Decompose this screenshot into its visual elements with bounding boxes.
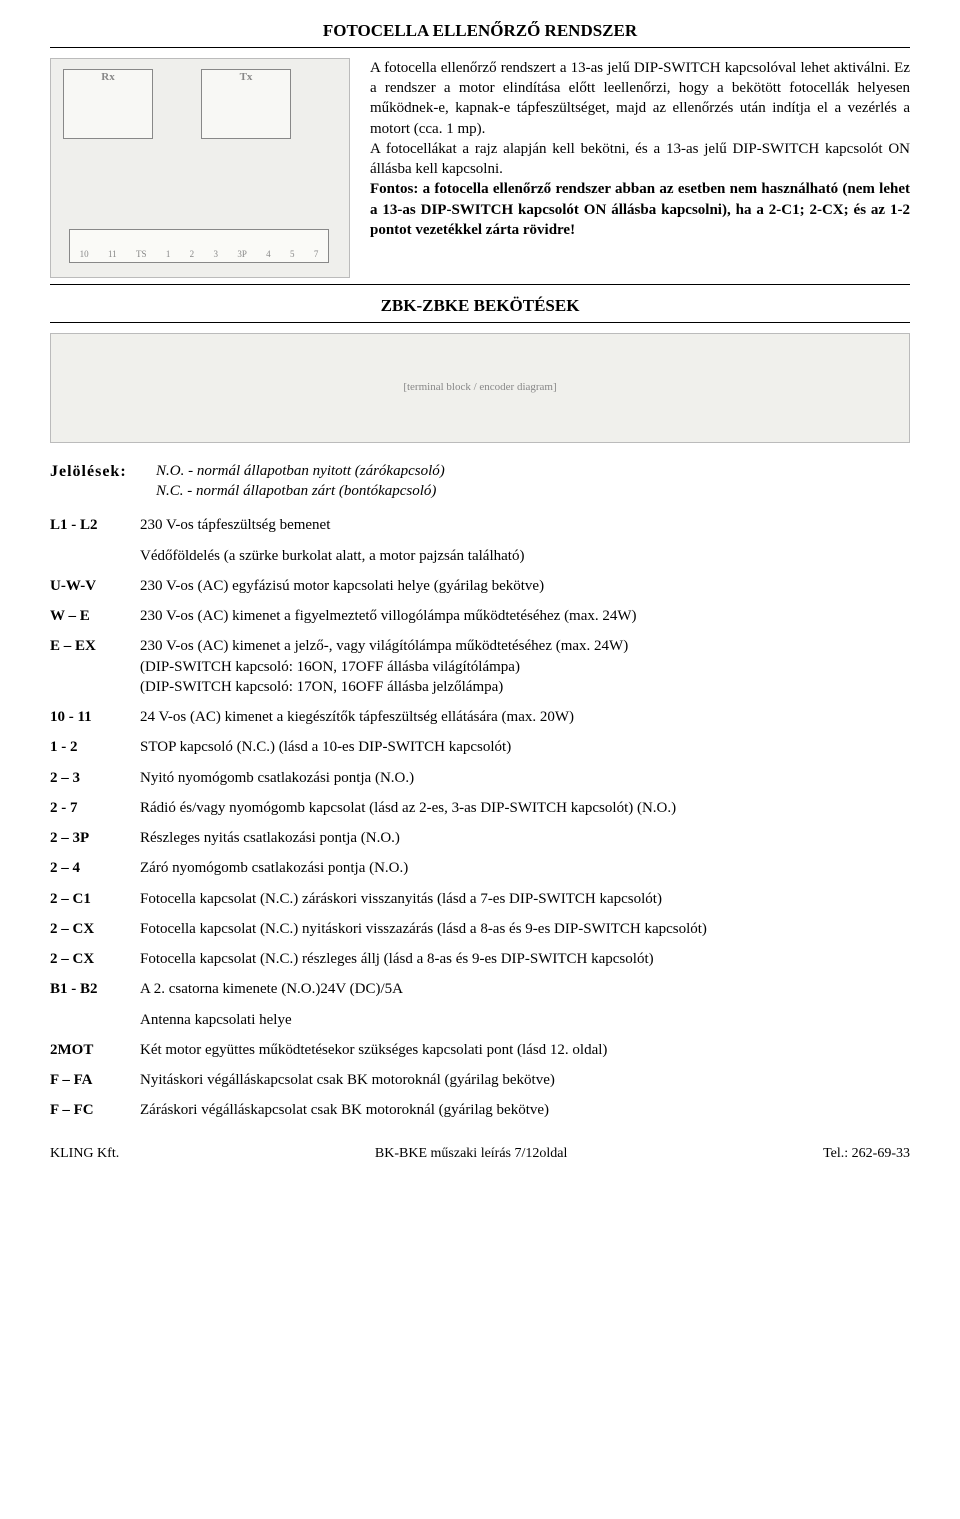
wiring-diagram-image: Rx Tx 10 11 TS 1 2 3 3P 4 5 7 <box>50 58 350 278</box>
connection-desc: Záró nyomógomb csatlakozási pontja (N.O.… <box>140 858 910 878</box>
term-label: 2 <box>190 248 195 260</box>
connection-label: B1 - B2 <box>50 979 120 999</box>
connection-row: 2 - 7 Rádió és/vagy nyomógomb kapcsolat (… <box>50 798 910 818</box>
terminal-block-image: [terminal block / encoder diagram] <box>50 333 910 443</box>
connection-label: F – FC <box>50 1100 120 1120</box>
connection-label: 2 - 7 <box>50 798 120 818</box>
legend-nc: N.C. - normál állapotban zárt (bontókapc… <box>156 483 436 499</box>
connection-label: 2MOT <box>50 1040 120 1060</box>
connection-desc: 230 V-os (AC) kimenet a jelző-, vagy vil… <box>140 636 910 697</box>
connection-label: 10 - 11 <box>50 707 120 727</box>
connection-label: 1 - 2 <box>50 737 120 757</box>
connection-desc: Rádió és/vagy nyomógomb kapcsolat (lásd … <box>140 798 910 818</box>
connection-label: L1 - L2 <box>50 515 120 535</box>
term-label: 10 <box>80 248 89 260</box>
connection-row: 2 – CX Fotocella kapcsolat (N.C.) részleg… <box>50 949 910 969</box>
term-label: 3 <box>213 248 218 260</box>
connection-row: Antenna kapcsolati helye <box>50 1010 910 1030</box>
rx-box: Rx <box>63 69 153 139</box>
connection-label: E – EX <box>50 636 120 697</box>
term-label: 1 <box>166 248 171 260</box>
term-label: TS <box>136 248 147 260</box>
connection-row: W – E 230 V-os (AC) kimenet a figyelmezte… <box>50 606 910 626</box>
terminal-row: 10 11 TS 1 2 3 3P 4 5 7 <box>69 229 329 263</box>
footer-left: KLING Kft. <box>50 1145 119 1164</box>
connection-desc: Nyitáskori végálláskapcsolat csak BK mot… <box>140 1070 910 1090</box>
photocell-description: A fotocella ellenőrző rendszert a 13-as … <box>370 58 910 240</box>
page-title-2: ZBK-ZBKE BEKÖTÉSEK <box>50 295 910 323</box>
connection-row: 10 - 11 24 V-os (AC) kimenet a kiegészítő… <box>50 707 910 727</box>
connection-desc: Védőföldelés (a szürke burkolat alatt, a… <box>140 546 910 566</box>
term-label: 5 <box>290 248 295 260</box>
connection-desc: 230 V-os tápfeszültség bemenet <box>140 515 910 535</box>
connection-label: F – FA <box>50 1070 120 1090</box>
connection-desc: Két motor együttes működtetésekor szüksé… <box>140 1040 910 1060</box>
connection-desc: 24 V-os (AC) kimenet a kiegészítők tápfe… <box>140 707 910 727</box>
connection-desc: Fotocella kapcsolat (N.C.) záráskori vis… <box>140 889 910 909</box>
term-label: 4 <box>266 248 271 260</box>
connection-label <box>50 546 120 566</box>
connection-row: 2 – 3P Részleges nyitás csatlakozási pont… <box>50 828 910 848</box>
connection-row: F – FA Nyitáskori végálláskapcsolat csak … <box>50 1070 910 1090</box>
page-footer: KLING Kft. BK-BKE műszaki leírás 7/12old… <box>50 1145 910 1164</box>
connection-desc: Részleges nyitás csatlakozási pontja (N.… <box>140 828 910 848</box>
connection-label: 2 – CX <box>50 919 120 939</box>
page-title-1: FOTOCELLA ELLENŐRZŐ RENDSZER <box>50 20 910 48</box>
intro-p2: A fotocellákat a rajz alapján kell beköt… <box>370 141 910 177</box>
intro-p1: A fotocella ellenőrző rendszert a 13-as … <box>370 60 910 137</box>
connection-desc: STOP kapcsoló (N.C.) (lásd a 10-es DIP-S… <box>140 737 910 757</box>
connection-label: U-W-V <box>50 576 120 596</box>
connection-desc: Fotocella kapcsolat (N.C.) nyitáskori vi… <box>140 919 910 939</box>
connection-desc: Fotocella kapcsolat (N.C.) részleges áll… <box>140 949 910 969</box>
legend-no: N.O. - normál állapotban nyitott (záróka… <box>156 463 445 479</box>
tx-box: Tx <box>201 69 291 139</box>
footer-center: BK-BKE műszaki leírás 7/12oldal <box>375 1145 567 1164</box>
connection-row: 2 – C1 Fotocella kapcsolat (N.C.) zárásko… <box>50 889 910 909</box>
intro-p3-bold: Fontos: a fotocella ellenőrző rendszer a… <box>370 181 910 238</box>
connection-row: B1 - B2 A 2. csatorna kimenete (N.O.)24V … <box>50 979 910 999</box>
connection-desc: 230 V-os (AC) egyfázisú motor kapcsolati… <box>140 576 910 596</box>
connection-desc: Antenna kapcsolati helye <box>140 1010 910 1030</box>
connection-row: F – FC Záráskori végálláskapcsolat csak B… <box>50 1100 910 1120</box>
connection-row: E – EX 230 V-os (AC) kimenet a jelző-, va… <box>50 636 910 697</box>
connection-row: 2 – 4 Záró nyomógomb csatlakozási pontja … <box>50 858 910 878</box>
term-label: 3P <box>237 248 247 260</box>
term-label: 11 <box>108 248 117 260</box>
connection-row: U-W-V 230 V-os (AC) egyfázisú motor kapcs… <box>50 576 910 596</box>
legend-label: Jelölések: <box>50 461 140 502</box>
footer-right: Tel.: 262-69-33 <box>823 1145 910 1164</box>
connection-label: 2 – C1 <box>50 889 120 909</box>
connection-desc: Záráskori végálláskapcsolat csak BK moto… <box>140 1100 910 1120</box>
connection-label: W – E <box>50 606 120 626</box>
legend-row: Jelölések: N.O. - normál állapotban nyit… <box>50 461 910 502</box>
connection-row: 2 – 3 Nyitó nyomógomb csatlakozási pontja… <box>50 768 910 788</box>
schematic: Rx Tx 10 11 TS 1 2 3 3P 4 5 7 <box>51 59 349 277</box>
legend-desc: N.O. - normál állapotban nyitott (záróka… <box>156 461 445 502</box>
connection-row: 1 - 2 STOP kapcsoló (N.C.) (lásd a 10-es … <box>50 737 910 757</box>
connection-row: 2 – CX Fotocella kapcsolat (N.C.) nyitásk… <box>50 919 910 939</box>
connection-desc: A 2. csatorna kimenete (N.O.)24V (DC)/5A <box>140 979 910 999</box>
term-label: 7 <box>314 248 319 260</box>
connection-label: 2 – 4 <box>50 858 120 878</box>
connection-label: 2 – CX <box>50 949 120 969</box>
connections-table: L1 - L2 230 V-os tápfeszültség bemenet Véd… <box>50 515 910 1120</box>
connection-desc: Nyitó nyomógomb csatlakozási pontja (N.O… <box>140 768 910 788</box>
connection-label: 2 – 3 <box>50 768 120 788</box>
connection-row: 2MOT Két motor együttes működtetésekor sz… <box>50 1040 910 1060</box>
connection-label: 2 – 3P <box>50 828 120 848</box>
photocell-section: Rx Tx 10 11 TS 1 2 3 3P 4 5 7 A fotocell… <box>50 58 910 285</box>
connection-desc: 230 V-os (AC) kimenet a figyelmeztető vi… <box>140 606 910 626</box>
connection-label <box>50 1010 120 1030</box>
connection-row: L1 - L2 230 V-os tápfeszültség bemenet <box>50 515 910 535</box>
connection-row: Védőföldelés (a szürke burkolat alatt, a… <box>50 546 910 566</box>
